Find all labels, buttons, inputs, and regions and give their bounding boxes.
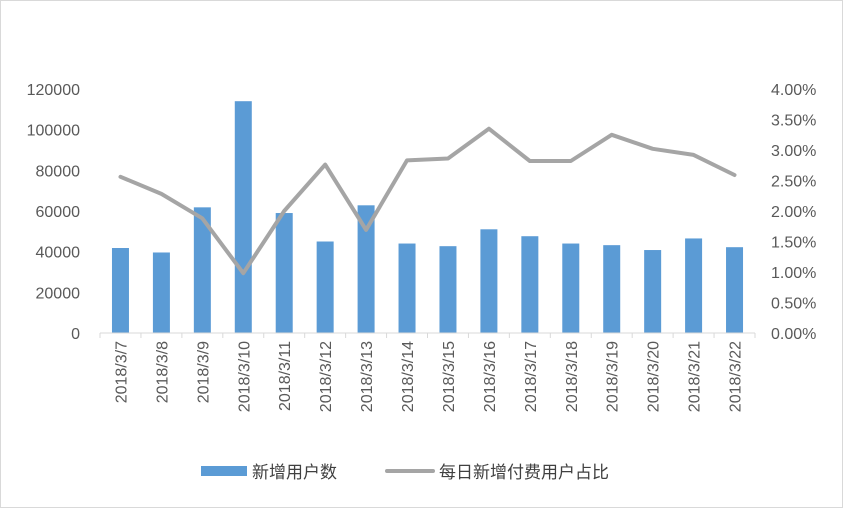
y-right-tick-label: 4.00% bbox=[771, 82, 816, 99]
bar bbox=[234, 101, 252, 333]
y-right-tick-label: 2.50% bbox=[771, 174, 816, 191]
line-series bbox=[118, 126, 737, 276]
y-left-tick-label: 0 bbox=[71, 326, 80, 343]
y-right-tick-label: 3.00% bbox=[771, 143, 816, 160]
bar bbox=[152, 252, 170, 333]
y-left-tick-label: 20000 bbox=[36, 285, 81, 302]
bar bbox=[275, 213, 293, 333]
y-right-tick-label: 3.50% bbox=[771, 113, 816, 130]
x-tick-label: 2018/3/11 bbox=[277, 341, 294, 411]
x-tick-label: 2018/3/14 bbox=[400, 341, 417, 412]
legend-swatch-bar bbox=[201, 466, 247, 476]
bar bbox=[562, 243, 580, 333]
y-right-tick-label: 1.50% bbox=[771, 235, 816, 252]
y-left-tick-label: 60000 bbox=[36, 204, 81, 221]
legend-label-bar: 新增用户数 bbox=[252, 463, 337, 482]
legend-label-line: 每日新增付费用户占比 bbox=[439, 463, 609, 482]
x-tick-label: 2018/3/12 bbox=[318, 341, 335, 412]
bar bbox=[439, 246, 457, 333]
x-tick-label: 2018/3/16 bbox=[482, 341, 499, 412]
bar bbox=[644, 250, 662, 333]
x-tick-label: 2018/3/7 bbox=[113, 341, 130, 403]
x-tick-label: 2018/3/21 bbox=[687, 341, 704, 412]
y-right-tick-label: 0.00% bbox=[771, 326, 816, 343]
x-tick-label: 2018/3/9 bbox=[195, 341, 212, 403]
bar bbox=[111, 248, 129, 333]
x-tick-label: 2018/3/15 bbox=[441, 341, 458, 412]
y-left-tick-label: 100000 bbox=[27, 123, 80, 140]
bar bbox=[398, 243, 416, 333]
y-left-tick-label: 120000 bbox=[27, 82, 80, 99]
bar bbox=[316, 241, 334, 333]
bar bbox=[357, 205, 375, 333]
x-tick-label: 2018/3/22 bbox=[728, 341, 745, 412]
bar bbox=[521, 236, 539, 333]
bar bbox=[193, 207, 211, 333]
y-right-tick-label: 0.50% bbox=[771, 296, 816, 313]
bar bbox=[685, 238, 703, 333]
y-left-tick-label: 40000 bbox=[36, 245, 81, 262]
x-tick-label: 2018/3/17 bbox=[523, 341, 540, 412]
x-tick-label: 2018/3/19 bbox=[605, 341, 622, 412]
x-tick-label: 2018/3/20 bbox=[646, 341, 663, 412]
bar bbox=[726, 247, 744, 333]
x-tick-label: 2018/3/8 bbox=[154, 341, 171, 403]
x-tick-label: 2018/3/18 bbox=[564, 341, 581, 412]
x-tick-label: 2018/3/13 bbox=[359, 341, 376, 412]
y-left-tick-label: 80000 bbox=[36, 163, 81, 180]
x-tick-label: 2018/3/10 bbox=[236, 341, 253, 412]
bar bbox=[480, 229, 498, 333]
y-right-tick-label: 2.00% bbox=[771, 204, 816, 221]
bar bbox=[603, 245, 621, 333]
y-right-tick-label: 1.00% bbox=[771, 265, 816, 282]
